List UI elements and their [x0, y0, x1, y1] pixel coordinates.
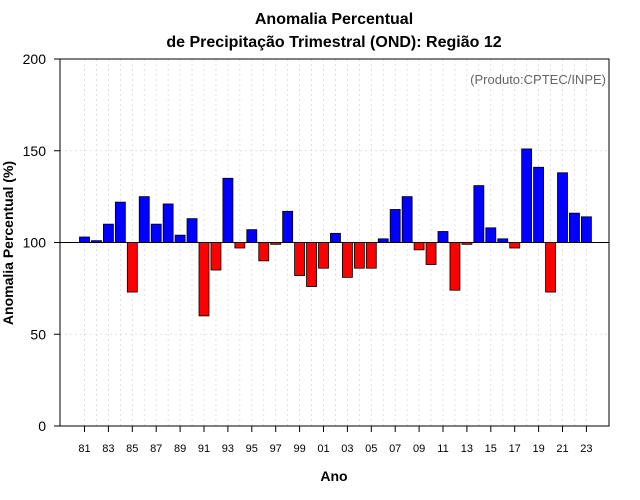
bar-10[interactable]: [425, 242, 437, 265]
bar-94[interactable]: [234, 242, 246, 249]
bar-22[interactable]: [569, 212, 580, 243]
bar-88[interactable]: [162, 203, 174, 243]
bar-86[interactable]: [138, 196, 150, 243]
x-tick-label: 09: [413, 443, 425, 455]
chart-title: Anomalia Percentual: [255, 11, 413, 28]
bar-84[interactable]: [114, 201, 126, 243]
x-tick-label: 01: [317, 443, 329, 455]
x-tick-label: 93: [222, 443, 234, 455]
x-tick-label: 11: [437, 443, 448, 455]
bar-87[interactable]: [150, 223, 162, 243]
chart-subtitle: de Precipitação Trimestral (OND): Região…: [166, 34, 501, 51]
x-tick-label: 07: [389, 443, 401, 455]
y-tick-label: 150: [23, 143, 47, 159]
bar-16[interactable]: [497, 238, 509, 243]
bar-92[interactable]: [210, 242, 222, 271]
x-tick-label: 03: [341, 443, 353, 455]
x-tick-label: 81: [78, 443, 90, 455]
x-tick-label: 21: [556, 443, 568, 455]
y-axis-label: Anomalia Percentual (%): [0, 161, 16, 325]
bar-99[interactable]: [294, 242, 306, 276]
bar-12[interactable]: [449, 242, 461, 291]
bar-03[interactable]: [341, 242, 353, 278]
bar-00[interactable]: [306, 242, 317, 287]
bar-96[interactable]: [258, 242, 270, 262]
y-tick-label: 50: [30, 326, 46, 342]
bar-17[interactable]: [509, 242, 521, 249]
bar-02[interactable]: [330, 232, 341, 243]
x-tick-label: 97: [270, 443, 282, 455]
x-tick-label: 83: [102, 443, 114, 455]
bar-95[interactable]: [246, 229, 258, 243]
x-tick-label: 95: [246, 443, 258, 455]
x-axis-label: Ano: [320, 468, 347, 484]
bar-07[interactable]: [389, 209, 401, 243]
bar-14[interactable]: [473, 185, 485, 243]
bar-91[interactable]: [198, 242, 210, 317]
bar-89[interactable]: [174, 234, 186, 243]
x-tick-label: 91: [198, 443, 210, 455]
x-tick-label: 15: [485, 443, 497, 455]
x-tick-label: 17: [509, 443, 521, 455]
bar-23[interactable]: [581, 216, 592, 243]
bar-04[interactable]: [353, 242, 365, 269]
bar-93[interactable]: [222, 177, 234, 243]
bar-09[interactable]: [413, 242, 425, 251]
bar-83[interactable]: [103, 223, 114, 243]
bar-01[interactable]: [318, 242, 329, 269]
x-tick-label: 99: [293, 443, 305, 455]
bar-98[interactable]: [282, 210, 294, 243]
bar-81[interactable]: [79, 236, 90, 243]
bar-05[interactable]: [365, 242, 377, 269]
x-tick-label: 19: [532, 443, 544, 455]
x-tick-label: 13: [461, 443, 473, 455]
bar-21[interactable]: [557, 172, 568, 243]
bar-18[interactable]: [521, 148, 533, 243]
x-tick-label: 85: [126, 443, 138, 455]
bar-15[interactable]: [485, 227, 497, 243]
bar-08[interactable]: [401, 196, 413, 243]
y-tick-label: 200: [23, 51, 47, 67]
bar-85[interactable]: [126, 242, 138, 293]
y-tick-label: 0: [38, 418, 46, 434]
source-note: (Produto:CPTEC/INPE): [470, 72, 606, 87]
bar-90[interactable]: [186, 218, 198, 243]
x-tick-label: 05: [365, 443, 377, 455]
grid: [60, 59, 609, 426]
x-tick-label: 23: [580, 443, 592, 455]
axes: 0 50 100 150 200 81 83 85 87 89 91 93 95 97 99 01 03 05 07…: [23, 51, 610, 455]
x-tick-label: 87: [150, 443, 162, 455]
bar-06[interactable]: [377, 238, 389, 243]
bar-20[interactable]: [545, 242, 556, 293]
y-tick-label: 100: [23, 235, 47, 251]
x-tick-label: 89: [174, 443, 186, 455]
bar-11[interactable]: [437, 231, 449, 243]
bar-19[interactable]: [533, 166, 544, 243]
